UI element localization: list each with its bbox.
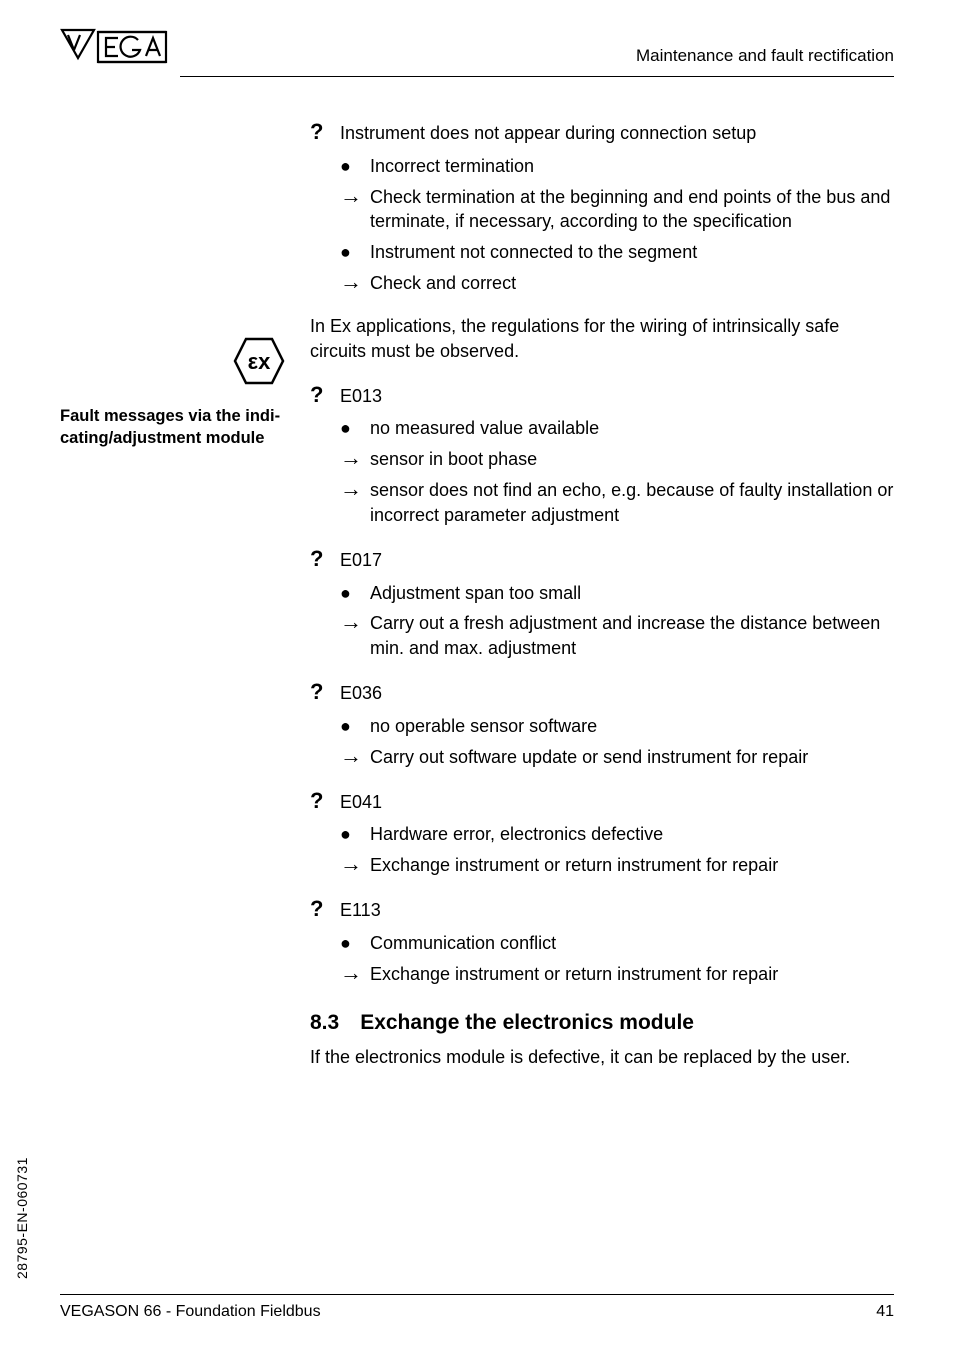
- fault-question-row: ?E113: [310, 896, 894, 923]
- fault-question-text: Instrument does not appear during connec…: [340, 119, 756, 146]
- item-text: Communication conflict: [370, 929, 556, 956]
- item-text: Incorrect termination: [370, 152, 534, 179]
- item-text: sensor does not find an echo, e.g. becau…: [370, 476, 894, 528]
- vega-logo: [60, 28, 170, 70]
- item-text: Carry out a fresh adjustment and increas…: [370, 609, 894, 661]
- fault-question-row: ?E041: [310, 788, 894, 815]
- initial-fault-block: ?Instrument does not appear during conne…: [310, 119, 894, 296]
- fault-messages-label: Fault messages via the indi- cating/adju…: [60, 405, 295, 450]
- item-text: Check and correct: [370, 269, 516, 296]
- fault-question-text: E113: [340, 896, 381, 923]
- item-text: Exchange instrument or return instrument…: [370, 851, 778, 878]
- item-text: Carry out software update or send instru…: [370, 743, 808, 770]
- item-text: sensor in boot phase: [370, 445, 537, 472]
- item-text: no measured value available: [370, 414, 599, 441]
- bullet-icon: ●: [340, 929, 370, 956]
- cause-item: ●no operable sensor software: [310, 712, 894, 739]
- header-title: Maintenance and fault rectification: [636, 46, 894, 70]
- action-item: →Exchange instrument or return instrumen…: [310, 960, 894, 987]
- footer-rule: [60, 1294, 894, 1295]
- action-item: →sensor does not find an echo, e.g. beca…: [310, 476, 894, 528]
- fault-question-row: ?E036: [310, 679, 894, 706]
- fault-label-line1: Fault messages via the indi-: [60, 405, 295, 427]
- cause-item: ●Communication conflict: [310, 929, 894, 956]
- vertical-doc-code: 28795-EN-060731: [14, 1157, 30, 1279]
- action-item: →Exchange instrument or return instrumen…: [310, 851, 894, 878]
- item-text: no operable sensor software: [370, 712, 597, 739]
- cause-item: ●Incorrect termination: [310, 152, 894, 179]
- bullet-icon: ●: [340, 820, 370, 847]
- arrow-icon: →: [340, 476, 370, 501]
- arrow-icon: →: [340, 445, 370, 470]
- cause-item: ●no measured value available: [310, 414, 894, 441]
- item-text: Exchange instrument or return instrument…: [370, 960, 778, 987]
- bullet-icon: ●: [340, 579, 370, 606]
- arrow-icon: →: [340, 183, 370, 208]
- item-text: Adjustment span too small: [370, 579, 581, 606]
- bullet-icon: ●: [340, 238, 370, 265]
- arrow-icon: →: [340, 960, 370, 985]
- item-text: Instrument not connected to the segment: [370, 238, 697, 265]
- svg-text:εx: εx: [248, 349, 271, 374]
- arrow-icon: →: [340, 851, 370, 876]
- action-item: →Check and correct: [310, 269, 894, 296]
- page-content: εx Fault messages via the indi- cating/a…: [0, 77, 954, 1069]
- question-mark-icon: ?: [310, 546, 340, 571]
- question-mark-icon: ?: [310, 679, 340, 704]
- fault-question-text: E036: [340, 679, 382, 706]
- page-footer: VEGASON 66 - Foundation Fieldbus 41: [60, 1294, 894, 1321]
- arrow-icon: →: [340, 269, 370, 294]
- page-header: Maintenance and fault rectification: [0, 0, 954, 70]
- fault-question-row: ?E013: [310, 382, 894, 409]
- bullet-icon: ●: [340, 712, 370, 739]
- fault-block: ?E017●Adjustment span too small→Carry ou…: [310, 546, 894, 661]
- action-item: →sensor in boot phase: [310, 445, 894, 472]
- question-mark-icon: ?: [310, 788, 340, 813]
- arrow-icon: →: [340, 743, 370, 768]
- section-heading: 8.3 Exchange the electronics module: [310, 1011, 894, 1035]
- fault-question-row: ?Instrument does not appear during conne…: [310, 119, 894, 146]
- fault-block: ?E113●Communication conflict→Exchange in…: [310, 896, 894, 986]
- action-item: →Carry out a fresh adjustment and increa…: [310, 609, 894, 661]
- arrow-icon: →: [340, 609, 370, 634]
- question-mark-icon: ?: [310, 382, 340, 407]
- ex-regulations-paragraph: In Ex applications, the regulations for …: [310, 314, 894, 364]
- fault-block: ?Instrument does not appear during conne…: [310, 119, 894, 296]
- action-item: →Check termination at the beginning and …: [310, 183, 894, 235]
- fault-code-list: ?E013●no measured value available→sensor…: [310, 382, 894, 987]
- section-paragraph: If the electronics module is defective, …: [310, 1045, 894, 1070]
- fault-question-text: E041: [340, 788, 382, 815]
- item-text: Check termination at the beginning and e…: [370, 183, 894, 235]
- cause-item: ●Instrument not connected to the segment: [310, 238, 894, 265]
- question-mark-icon: ?: [310, 896, 340, 921]
- bullet-icon: ●: [340, 414, 370, 441]
- fault-block: ?E036●no operable sensor software→Carry …: [310, 679, 894, 769]
- ex-hexagon-icon: εx: [233, 337, 285, 385]
- footer-left-text: VEGASON 66 - Foundation Fieldbus: [60, 1303, 321, 1321]
- fault-label-line2: cating/adjustment module: [60, 427, 295, 449]
- fault-block: ?E013●no measured value available→sensor…: [310, 382, 894, 528]
- question-mark-icon: ?: [310, 119, 340, 144]
- footer-page-number: 41: [876, 1303, 894, 1321]
- cause-item: ●Hardware error, electronics defective: [310, 820, 894, 847]
- fault-question-row: ?E017: [310, 546, 894, 573]
- fault-question-text: E017: [340, 546, 382, 573]
- cause-item: ●Adjustment span too small: [310, 579, 894, 606]
- item-text: Hardware error, electronics defective: [370, 820, 663, 847]
- action-item: →Carry out software update or send instr…: [310, 743, 894, 770]
- fault-block: ?E041 ●Hardware error, electronics defect…: [310, 788, 894, 878]
- ex-badge-wrap: εx: [60, 337, 295, 390]
- fault-question-text: E013: [340, 382, 382, 409]
- main-column: ?Instrument does not appear during conne…: [310, 119, 894, 1069]
- bullet-icon: ●: [340, 152, 370, 179]
